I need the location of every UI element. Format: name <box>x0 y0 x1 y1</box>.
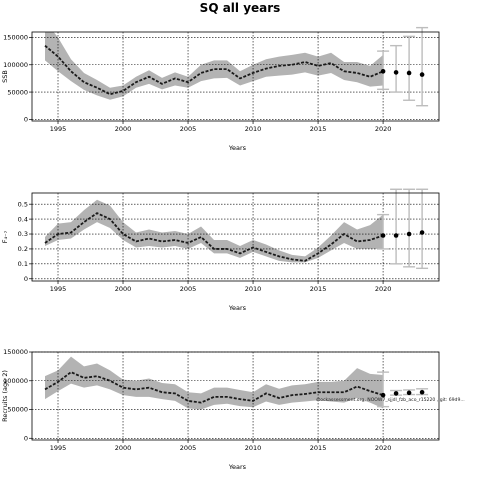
plot-frame <box>31 192 440 282</box>
y-tick-label: 50000 <box>7 88 28 96</box>
y-tick-label: 0.2 <box>18 245 28 253</box>
x-tick-label: 2000 <box>115 125 132 133</box>
x-axis-label: Years <box>228 304 247 312</box>
y-tick-label: 0 <box>24 275 28 283</box>
forecast-point <box>380 69 386 74</box>
confidence-band <box>45 356 384 410</box>
forecast-point <box>419 72 425 77</box>
x-tick-label: 2000 <box>115 444 132 452</box>
y-tick-label: 0.1 <box>18 260 28 268</box>
x-axis-label: Years <box>228 144 247 152</box>
x-tick-label: 1995 <box>50 125 67 133</box>
x-tick-label: 2010 <box>245 125 262 133</box>
x-tick-label: 2000 <box>115 285 132 293</box>
forecast-point <box>419 389 425 395</box>
forecast-point <box>406 70 412 76</box>
forecast-point <box>393 233 399 238</box>
x-tick-label: 1995 <box>50 444 67 452</box>
x-tick-label: 2005 <box>180 125 197 133</box>
y-axis-label: SSB <box>1 70 9 83</box>
panel-ssb: 1995 2000 2005 2010 2015 2020 0 50000 100000 1500… <box>1 26 440 152</box>
plot-frame <box>31 351 440 441</box>
x-tick-label: 2005 <box>180 444 197 452</box>
watermark-note: stockassessment.org, NOOW7_sjjdl_fzb_aco… <box>316 397 465 403</box>
x-tick-label: 2005 <box>180 285 197 293</box>
estimate-line <box>44 212 384 262</box>
forecast-point <box>393 70 399 75</box>
x-tick-label: 2015 <box>310 285 327 293</box>
y-tick-label: 100000 <box>3 61 28 69</box>
x-tick-label: 2020 <box>375 125 392 133</box>
x-tick-label: 2020 <box>375 444 392 452</box>
y-tick-label: 50000 <box>7 406 28 414</box>
forecast-point <box>380 233 386 238</box>
y-axis-label: F₄₋₇ <box>1 230 9 243</box>
y-tick-label: 0.5 <box>18 200 28 208</box>
plot-frame <box>31 31 440 122</box>
forecast-point <box>406 231 412 237</box>
forecast-point <box>380 392 386 398</box>
x-tick-label: 2015 <box>310 444 327 452</box>
chart-title: SQ all years <box>199 1 281 15</box>
x-axis-label: Years <box>228 463 247 471</box>
x-tick-label: 2015 <box>310 125 327 133</box>
x-tick-label: 1995 <box>50 285 67 293</box>
y-tick-label: 0.3 <box>18 230 28 238</box>
y-tick-label: 0.4 <box>18 215 28 223</box>
forecast-point <box>419 230 425 235</box>
x-tick-label: 2020 <box>375 285 392 293</box>
y-tick-label: 0 <box>24 116 28 124</box>
forecast-point <box>406 390 412 396</box>
confidence-band <box>45 32 384 100</box>
confidence-band <box>45 199 384 263</box>
panel-fbar: 1995 2000 2005 2010 2015 2020 0 0.1 0.2 0.3 0.4 0.5… <box>1 188 440 312</box>
y-tick-label: 150000 <box>3 34 28 42</box>
y-tick-label: 0 <box>24 434 28 442</box>
x-tick-label: 2010 <box>245 285 262 293</box>
x-tick-label: 2010 <box>245 444 262 452</box>
y-axis-label: Recruits (age 2) <box>1 370 9 422</box>
y-tick-label: 100000 <box>3 377 28 385</box>
panel-recruits: 1995 2000 2005 2010 2015 2020 0 50000 100000 1500… <box>1 348 440 471</box>
y-tick-label: 150000 <box>3 348 28 356</box>
forecast-point <box>393 391 399 396</box>
